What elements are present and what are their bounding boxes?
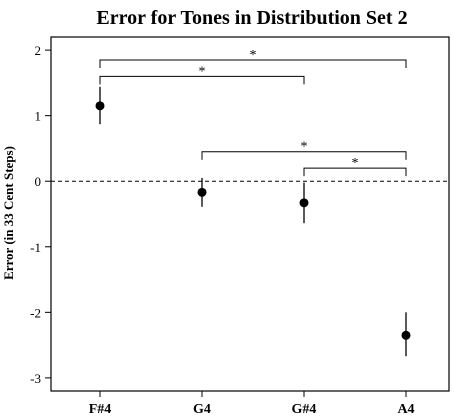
significance-bracket (303, 167, 407, 177)
x-ticks: F#4 G4 G#4 A4 (89, 391, 415, 417)
y-tick-label: -3 (30, 371, 41, 386)
chart-title: Error for Tones in Distribution Set 2 (96, 7, 407, 29)
y-tick-label: 0 (35, 174, 42, 189)
significance-bracket (99, 59, 407, 68)
data-point (197, 187, 207, 197)
y-ticks: -3 -2 -1 0 1 2 (30, 43, 51, 386)
y-axis-label: Error (in 33 Cent Steps) (1, 146, 16, 280)
y-tick-label: 2 (35, 43, 42, 58)
significance-bracket (201, 151, 407, 160)
data-point (401, 330, 411, 340)
significance-star: * (250, 48, 257, 63)
data-point (95, 101, 105, 111)
x-tick-label: F#4 (89, 402, 112, 417)
data-point (299, 198, 309, 208)
significance-star: * (199, 64, 206, 79)
x-tick-label: A4 (397, 402, 414, 417)
y-tick-label: -2 (30, 305, 41, 320)
significance-brackets: * * * * (99, 48, 407, 177)
significance-star: * (301, 140, 308, 155)
significance-star: * (352, 156, 359, 171)
y-tick-label: -1 (30, 240, 41, 255)
y-tick-label: 1 (35, 109, 42, 124)
x-tick-label: G#4 (292, 402, 317, 417)
x-tick-label: G4 (193, 402, 211, 417)
data-points (95, 86, 411, 357)
significance-bracket (99, 75, 305, 85)
plot-frame (50, 36, 450, 392)
